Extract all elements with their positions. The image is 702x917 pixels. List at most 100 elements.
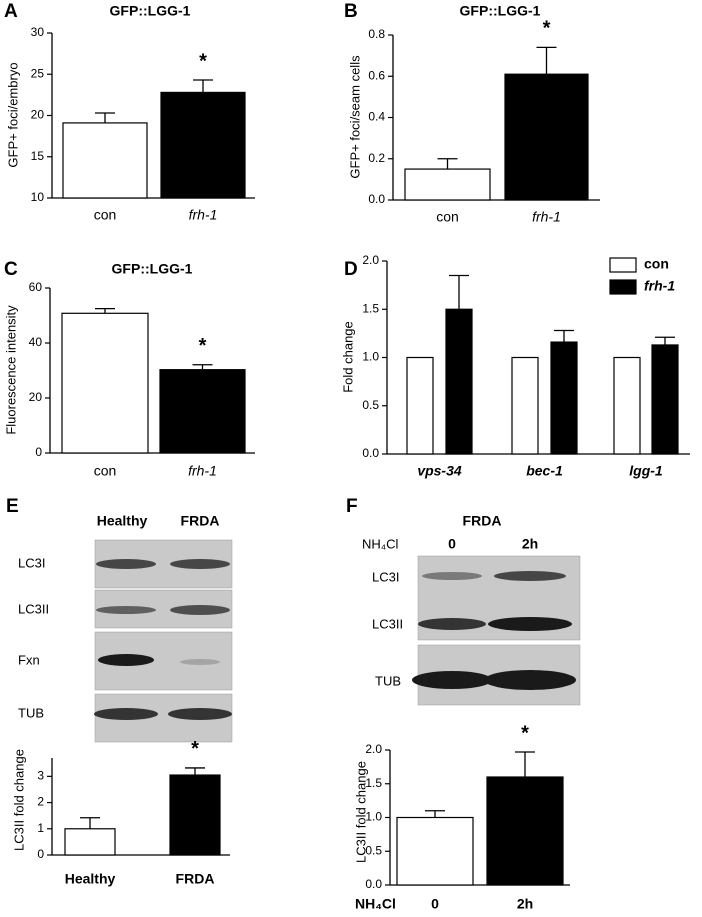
blot-column: 0 — [448, 536, 456, 552]
x-tick-label: con — [94, 463, 117, 479]
legend-label: con — [644, 256, 669, 272]
blot-image — [412, 555, 581, 706]
panel-label: D — [344, 259, 358, 280]
bar — [651, 344, 679, 455]
x-tick-label: con — [94, 207, 117, 223]
y-tick-label: 1 — [37, 821, 44, 835]
chart-title: GFP::LGG-1 — [110, 3, 191, 19]
x-tick-label: frh-1 — [188, 463, 217, 479]
y-tick-label: 1.5 — [365, 776, 382, 790]
y-tick-label: 30 — [31, 25, 45, 39]
y-axis-label: Fluorescence intensity — [3, 305, 18, 435]
blot-row-label: LC3I — [18, 555, 45, 570]
x-tick-label: vps-34 — [417, 463, 462, 479]
y-axis-label: LC3II fold change — [11, 749, 26, 851]
bar — [64, 828, 116, 856]
y-tick-label: 25 — [31, 66, 45, 80]
error-bar — [95, 112, 115, 123]
blot-column-label: NH₄Cl — [362, 536, 398, 551]
x-tick-label: 2h — [517, 896, 533, 912]
blot-row-label: LC3II — [372, 616, 403, 631]
bar — [62, 122, 148, 199]
blot-column: 2h — [522, 536, 538, 552]
y-tick-label: 3 — [37, 769, 44, 783]
y-tick-label: 20 — [31, 108, 45, 122]
error-bar — [515, 751, 535, 777]
error-bar — [437, 158, 458, 170]
error-bar — [536, 46, 557, 75]
annotation: * — [191, 738, 199, 760]
chart-title: GFP::LGG-1 — [460, 3, 541, 19]
legend-swatch — [609, 257, 637, 273]
bar — [511, 356, 539, 455]
error-bar — [554, 329, 574, 343]
bar — [404, 168, 491, 201]
blot-column: Healthy — [97, 513, 148, 529]
error-bar — [95, 307, 115, 314]
y-tick-label: 0.0 — [362, 446, 379, 460]
blot-row-label: LC3I — [372, 569, 399, 584]
blot-row-label: TUB — [375, 673, 401, 688]
x-tick-label: lgg-1 — [629, 463, 663, 479]
y-tick-label: 10 — [31, 190, 45, 204]
error-bar — [185, 767, 205, 776]
blot-row-label: LC3II — [18, 601, 49, 616]
chart-title: GFP::LGG-1 — [112, 261, 193, 277]
y-axis-label: GFP+ foci/embryo — [5, 62, 20, 167]
x-tick-label: frh-1 — [189, 207, 218, 223]
legend-swatch — [609, 279, 637, 295]
bar — [396, 816, 474, 886]
error-bar — [193, 79, 213, 93]
y-tick-label: 0.2 — [368, 151, 385, 165]
blot-column: FRDA — [181, 513, 220, 529]
x-tick-label: Healthy — [65, 871, 116, 887]
y-tick-label: 2.0 — [362, 253, 379, 267]
y-tick-label: 0 — [35, 445, 42, 459]
blot-row-label: TUB — [18, 705, 44, 720]
y-tick-label: 60 — [29, 280, 43, 294]
panel-label: E — [6, 496, 19, 517]
error-bar — [425, 810, 445, 818]
y-tick-label: 0.0 — [365, 877, 382, 891]
annotation: * — [521, 722, 529, 744]
annotation: * — [543, 18, 551, 40]
bar — [159, 369, 246, 454]
error-bar — [80, 817, 100, 829]
y-tick-label: 0 — [37, 847, 44, 861]
bar — [160, 91, 246, 199]
panel-label: A — [4, 1, 18, 22]
y-tick-label: 1.5 — [362, 301, 379, 315]
y-tick-label: 20 — [29, 390, 43, 404]
y-axis-label: LC3II fold change — [353, 761, 368, 863]
bar — [550, 341, 578, 455]
x-tick-label: 0 — [431, 896, 439, 912]
y-axis-label: Fold change — [340, 321, 355, 393]
blot-title: FRDA — [463, 513, 502, 529]
y-tick-label: 0.4 — [368, 110, 385, 124]
bar — [504, 73, 589, 201]
y-tick-label: 2 — [37, 795, 44, 809]
error-bar — [655, 336, 675, 345]
y-tick-label: 15 — [31, 149, 45, 163]
x-axis-label: NH₄Cl — [355, 896, 396, 912]
panel-label: C — [4, 259, 18, 280]
y-tick-label: 40 — [29, 335, 43, 349]
y-tick-label: 0.5 — [362, 398, 379, 412]
annotation: * — [199, 50, 207, 72]
y-tick-label: 0.6 — [368, 68, 385, 82]
y-tick-label: 0.8 — [368, 27, 385, 41]
bar — [406, 356, 434, 455]
panel-label: B — [344, 1, 358, 22]
error-bar — [192, 364, 213, 370]
error-bar — [449, 274, 469, 310]
bar — [169, 774, 221, 856]
bar — [613, 356, 641, 455]
x-tick-label: frh-1 — [532, 209, 561, 225]
blot-image — [94, 539, 233, 743]
x-tick-label: bec-1 — [526, 463, 563, 479]
bar — [445, 308, 473, 455]
panel-label: F — [346, 496, 358, 517]
x-tick-label: con — [436, 209, 459, 225]
annotation: * — [199, 335, 207, 357]
